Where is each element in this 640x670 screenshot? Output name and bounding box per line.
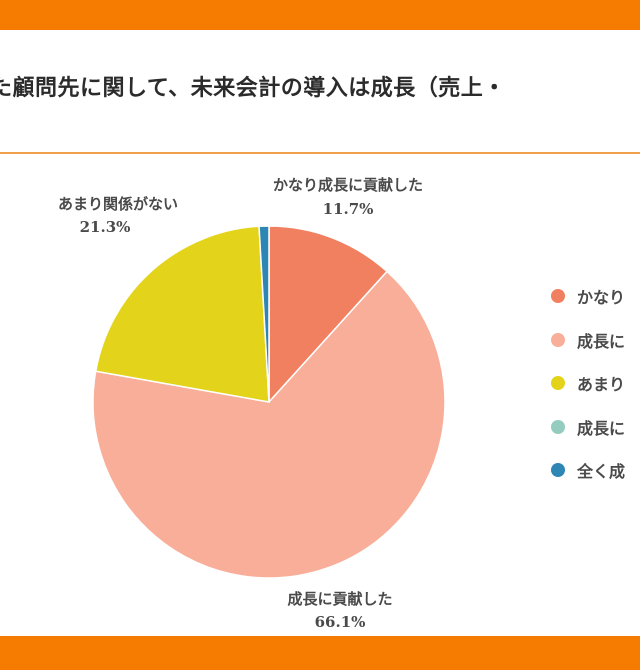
legend-label: あまり — [577, 375, 626, 394]
bottom-banner — [0, 636, 640, 670]
legend-item: 成長に — [551, 416, 640, 438]
legend-swatch — [551, 419, 565, 434]
pie-slice — [92, 270, 446, 579]
legend-item: かなり — [551, 285, 640, 307]
slice-label: 成長に貢献した — [287, 590, 392, 608]
legend-swatch — [551, 376, 565, 390]
top-banner — [0, 0, 640, 30]
legend-swatch — [551, 332, 565, 347]
legend-label: 成長に — [577, 418, 626, 438]
pie-slice — [258, 225, 270, 403]
title-divider — [0, 152, 640, 154]
legend: かなり 成長に あまり 成長に 全く成 — [551, 285, 640, 503]
legend-item: 全く成 — [551, 459, 640, 481]
chart-title: た顧問先に関して、未来会計の導入は成長（売上・ — [0, 76, 506, 101]
legend-swatch — [551, 463, 565, 477]
legend-label: かなり — [577, 288, 626, 307]
legend-item: あまり — [551, 372, 640, 394]
slice-label: あまり関係がない — [58, 195, 178, 213]
slice-percent-label: 21.3% — [80, 218, 131, 236]
slice-percent-label: 11.7% — [323, 200, 374, 218]
legend-label: 全く成 — [577, 462, 626, 481]
legend-swatch — [551, 289, 565, 303]
slice-label: かなり成長に貢献した — [273, 176, 423, 194]
slice-percent-label: 66.1% — [315, 613, 366, 631]
pie-slice — [94, 225, 270, 403]
legend-item: 成長に — [551, 329, 640, 351]
legend-label: 成長に — [577, 331, 626, 351]
pie-slice — [268, 225, 389, 404]
